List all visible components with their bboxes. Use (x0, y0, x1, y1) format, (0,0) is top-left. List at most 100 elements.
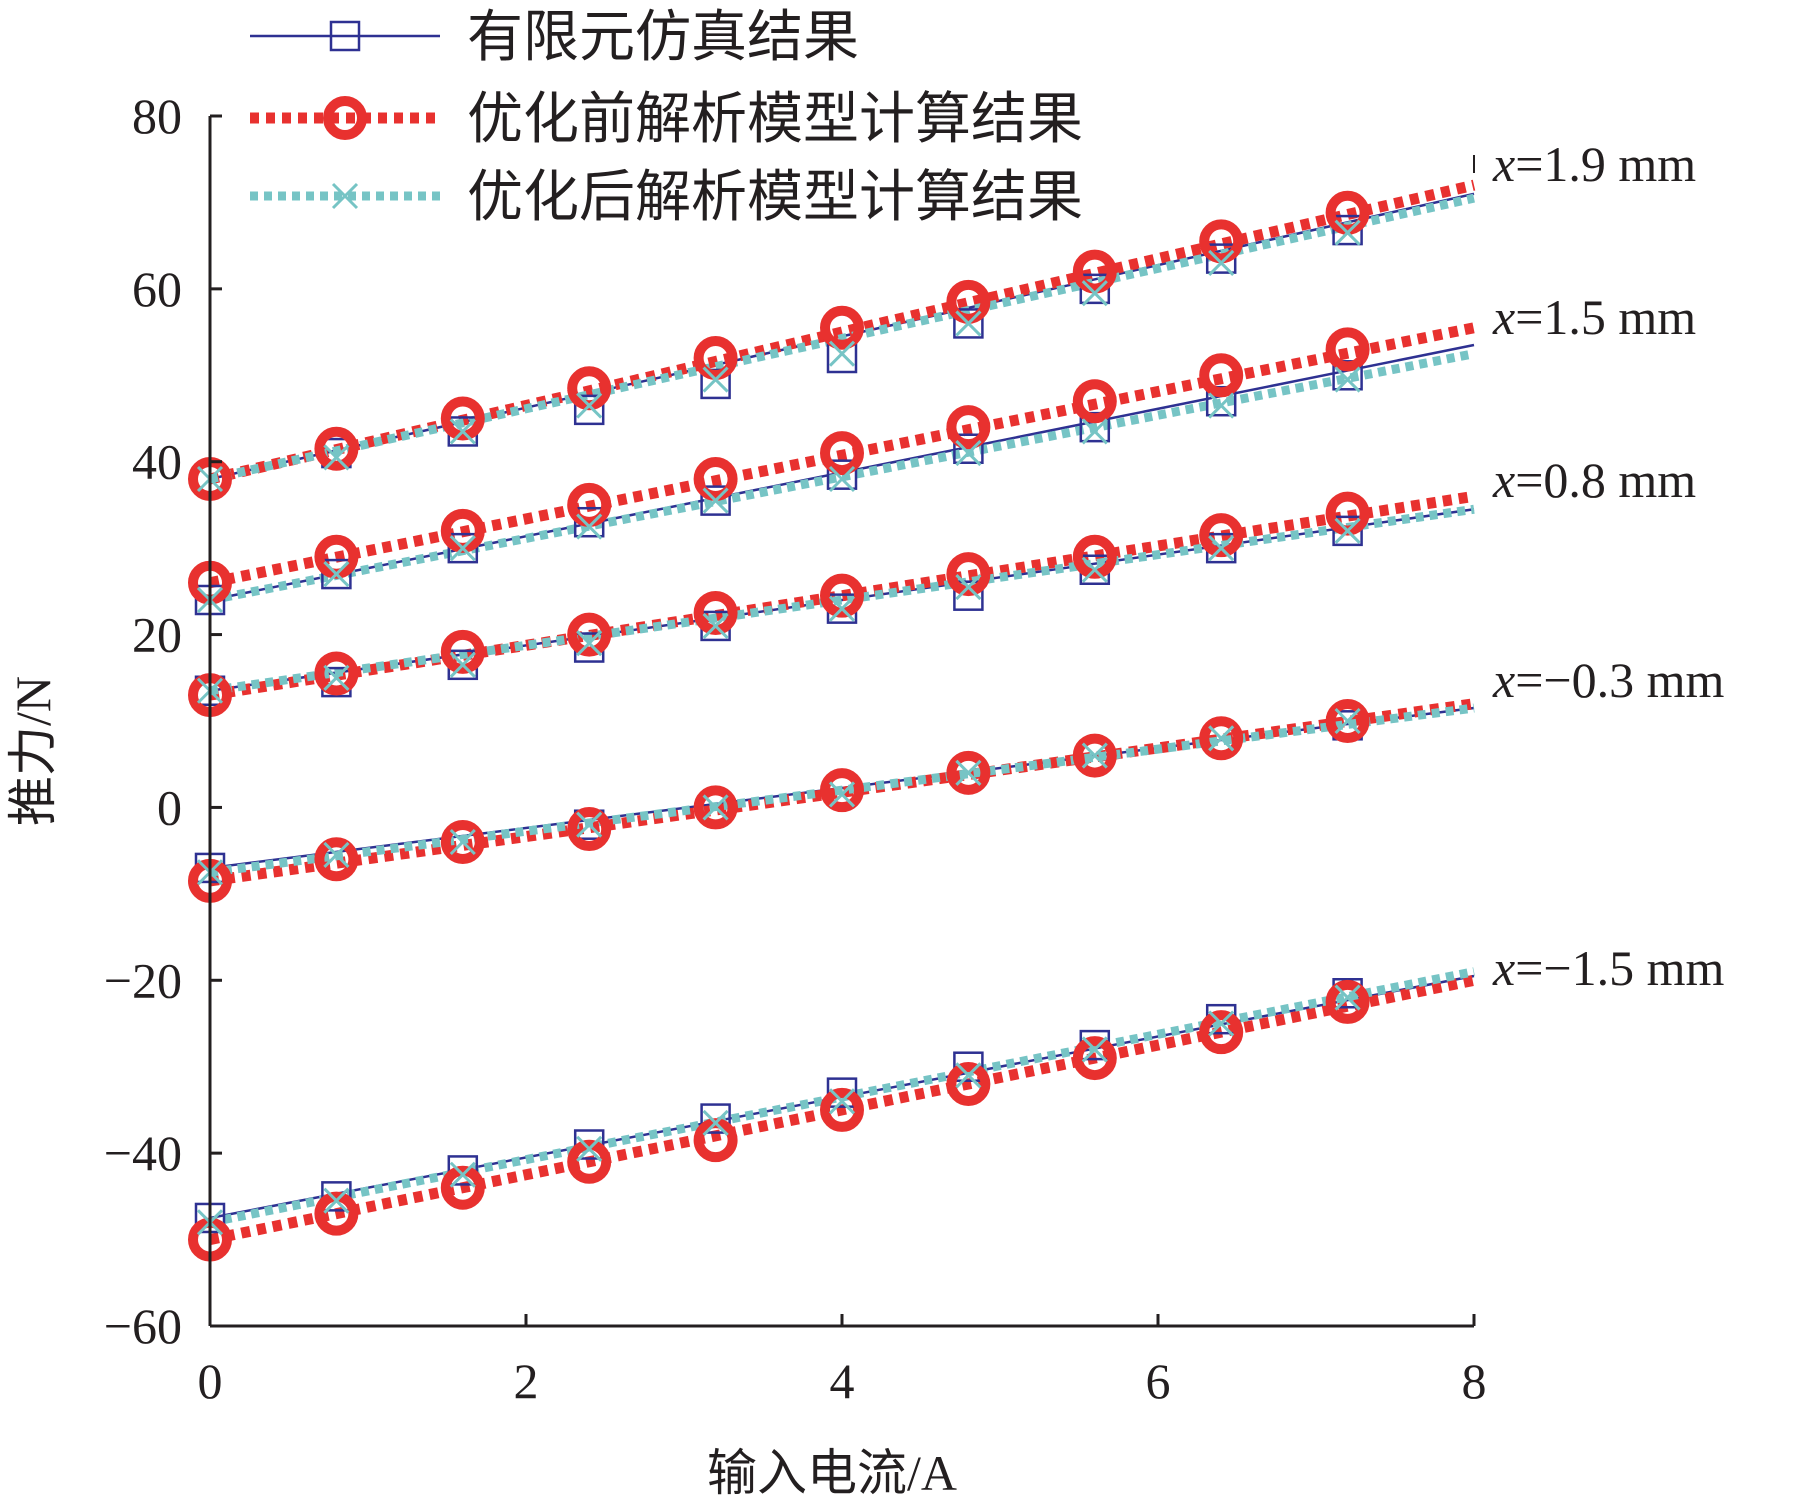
fem-marker (826, 459, 858, 490)
y-tick-label: −40 (104, 1125, 182, 1181)
before-marker (314, 837, 359, 882)
before-marker (820, 431, 864, 476)
fem-marker (953, 1051, 984, 1082)
after-marker (449, 651, 476, 678)
x-ticks: 0 2 4 6 8 (198, 1314, 1487, 1409)
before-marker (1199, 716, 1244, 761)
y-tick-label: 40 (132, 434, 182, 490)
curve-group (188, 698, 1475, 903)
after-marker (576, 811, 603, 838)
curve-label-value: =0.8 mm (1515, 452, 1696, 508)
before-marker (1072, 534, 1117, 579)
before-marker (1325, 190, 1370, 235)
y-tick-label: 0 (157, 779, 182, 835)
x-tick-label: 4 (830, 1353, 855, 1409)
legend-label: 优化前解析模型计算结果 (467, 89, 1083, 151)
axis-layer: −60 −40 −20 0 20 40 60 80 0 2 4 6 8 推力/N 输入电流/A (5, 88, 1487, 1501)
x-tick-label: 0 (198, 1353, 223, 1409)
fem-marker (700, 485, 731, 516)
before-marker (314, 651, 359, 696)
after-line (209, 703, 1475, 877)
fem-marker (329, 20, 361, 52)
before-marker (323, 96, 367, 140)
curve-label: x=0.8 mm (1492, 452, 1696, 508)
after-marker (955, 1062, 982, 1089)
before-marker (1072, 733, 1117, 778)
legend-item: 优化后解析模型计算结果 (250, 167, 1083, 229)
after-marker (1081, 1036, 1108, 1063)
curve-label: x=1.9 mm (1492, 136, 1696, 192)
curve-label-var: x (1492, 452, 1515, 508)
curve-group (188, 967, 1476, 1262)
fem-marker (953, 580, 984, 611)
after-marker (323, 1187, 350, 1214)
after-marker (576, 630, 603, 657)
after-marker (828, 340, 856, 367)
curve-label: x=1.5 mm (1492, 289, 1696, 345)
x-axis-title: 输入电流/A (707, 1445, 957, 1501)
curve-label-value: =−0.3 mm (1515, 652, 1724, 708)
before-marker (693, 457, 738, 501)
curve-group (188, 179, 1476, 501)
after-marker (331, 182, 359, 210)
x-tick-label: 2 (514, 1353, 539, 1409)
after-marker (955, 759, 982, 786)
before-marker (946, 1062, 991, 1106)
fem-marker (573, 506, 605, 538)
x-tick-label: 8 (1462, 1353, 1487, 1409)
after-marker (1334, 517, 1361, 544)
before-marker (693, 336, 738, 380)
after-marker (1208, 535, 1235, 562)
before-marker (946, 279, 991, 324)
fem-marker (1079, 411, 1111, 443)
after-marker (702, 612, 729, 639)
before-marker (440, 629, 485, 674)
after-marker (702, 366, 729, 393)
before-marker (1199, 513, 1244, 558)
curve-label-value: =1.9 mm (1515, 136, 1696, 192)
before-marker (946, 405, 991, 450)
before-marker (314, 1191, 359, 1236)
fem-marker (1205, 385, 1237, 417)
after-marker (955, 573, 982, 601)
after-marker (1334, 219, 1361, 246)
curve-group (188, 322, 1476, 616)
before-marker (567, 1139, 612, 1184)
after-marker (323, 841, 350, 869)
after-marker (449, 535, 476, 562)
fem-marker (953, 433, 984, 464)
before-marker (1325, 979, 1370, 1024)
before-marker (1072, 249, 1117, 294)
after-marker (1208, 1010, 1235, 1037)
after-marker (449, 418, 476, 445)
before-marker (440, 820, 485, 864)
series-layer (188, 179, 1476, 1262)
fem-marker (447, 532, 479, 564)
fem-marker (447, 1155, 479, 1186)
curve-label-var: x (1492, 136, 1515, 192)
before-marker (1199, 219, 1244, 264)
legend-label: 优化后解析模型计算结果 (467, 167, 1083, 229)
curve-group (188, 490, 1475, 718)
before-marker (1199, 1010, 1244, 1055)
before-marker (693, 590, 738, 635)
after-marker (576, 392, 603, 419)
before-marker (1072, 379, 1117, 424)
fem-marker (953, 308, 984, 339)
legend-item: 有限元仿真结果 (250, 7, 859, 69)
before-line (208, 974, 1476, 1245)
fem-marker (700, 1103, 731, 1134)
before-marker (567, 807, 612, 852)
before-marker (440, 1165, 485, 1210)
after-marker (576, 513, 603, 540)
after-marker (1208, 725, 1235, 752)
after-line (209, 504, 1475, 696)
after-marker (1208, 392, 1235, 419)
before-marker (1072, 1036, 1117, 1081)
after-marker (449, 1161, 476, 1188)
before-marker (1325, 327, 1370, 372)
legend-item: 优化前解析模型计算结果 (250, 89, 1083, 151)
fem-marker (700, 368, 731, 400)
curve-label-value: =−1.5 mm (1515, 940, 1724, 996)
